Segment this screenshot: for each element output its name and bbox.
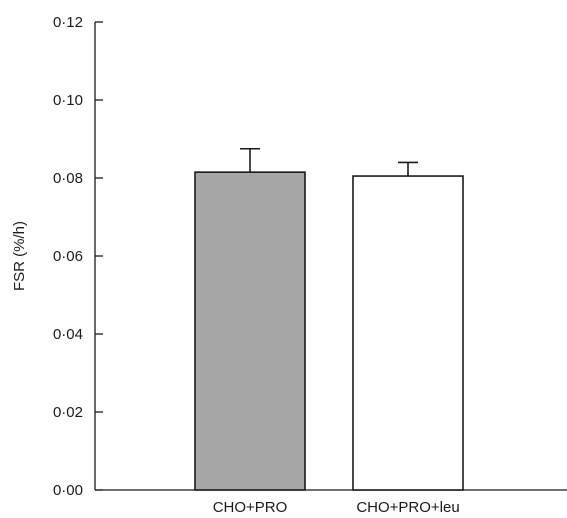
axes bbox=[94, 22, 567, 491]
y-axis-title: FSR (%/h) bbox=[11, 221, 28, 291]
bars bbox=[194, 171, 464, 491]
x-tick-label: CHO+PRO bbox=[213, 499, 288, 516]
bar bbox=[194, 171, 306, 491]
y-tick-label: 0·10 bbox=[53, 92, 83, 109]
y-ticks: 0·00 0·02 0·04 0·06 0·08 0·10 0·12 bbox=[53, 14, 103, 499]
y-tick-label: 0·08 bbox=[53, 170, 83, 187]
y-tick-label: 0·06 bbox=[53, 248, 83, 265]
bar bbox=[352, 175, 464, 491]
x-tick-label: CHO+PRO+leu bbox=[356, 499, 459, 516]
y-tick-label: 0·02 bbox=[53, 404, 83, 421]
y-tick-label: 0·00 bbox=[53, 482, 83, 499]
y-tick-label: 0·04 bbox=[53, 326, 83, 343]
error-bars bbox=[240, 147, 418, 177]
y-tick-label: 0·12 bbox=[53, 14, 83, 31]
x-tick-labels: CHO+PRO CHO+PRO+leu bbox=[213, 499, 460, 516]
